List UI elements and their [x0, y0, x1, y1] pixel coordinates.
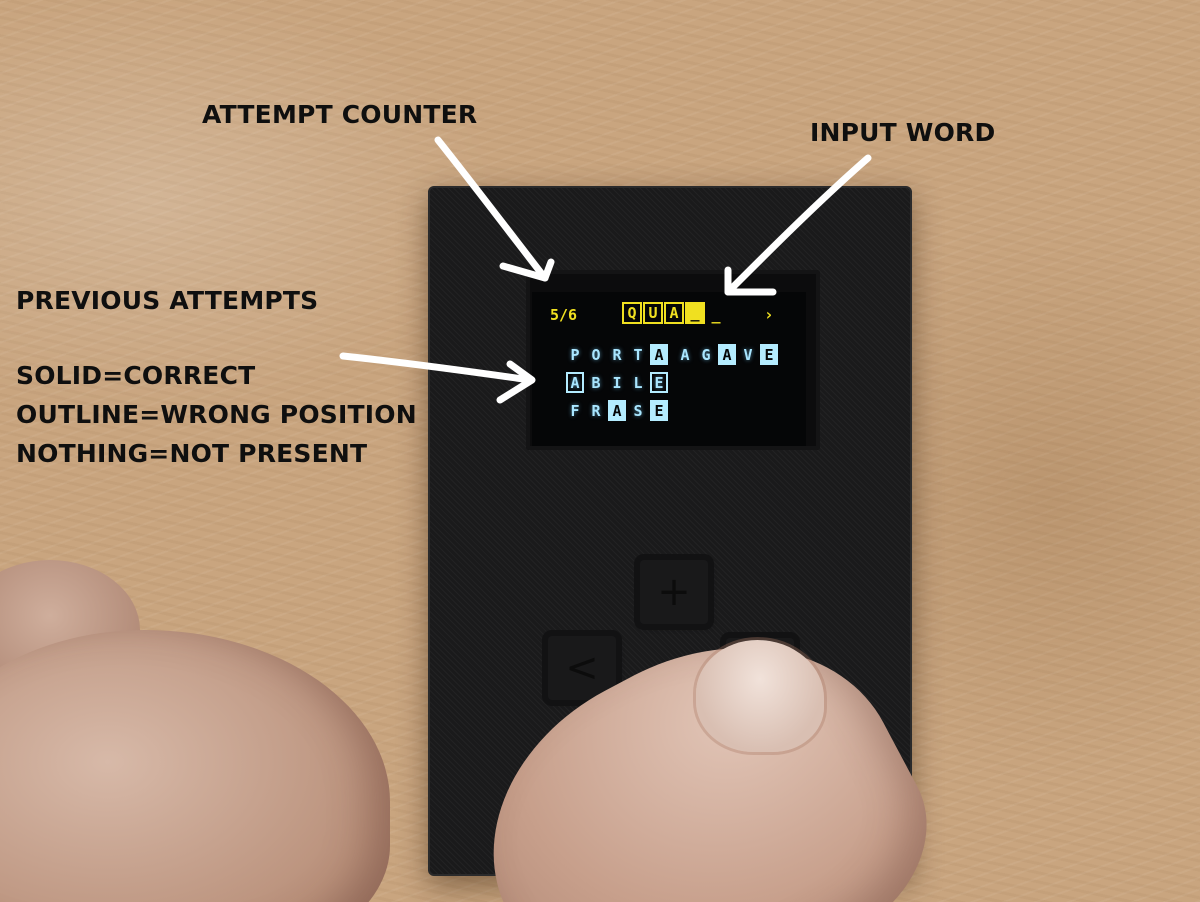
attempt-letter: A — [718, 344, 736, 365]
attempt-letter: I — [608, 372, 626, 393]
attempt-letter: V — [739, 344, 757, 365]
attempt-letter: B — [587, 372, 605, 393]
attempt-letter: E — [650, 372, 668, 393]
attempt-letter: L — [629, 372, 647, 393]
legend-outline: OUTLINE=WRONG POSITION — [16, 400, 417, 429]
previous-attempts-label: PREVIOUS ATTEMPTS — [16, 286, 417, 315]
input-word-annotation: INPUT WORD — [810, 118, 995, 147]
attempt-letter: E — [760, 344, 778, 365]
attempt-letter: A — [608, 400, 626, 421]
plus-button-label: + — [657, 569, 691, 615]
attempt-counter: 5/6 — [550, 306, 577, 324]
plus-button[interactable]: + — [640, 560, 708, 624]
input-letter: A — [664, 302, 684, 324]
input-word: Q U A _ _ — [622, 302, 726, 324]
left-button-label: < — [565, 645, 599, 691]
attempt-letter: P — [566, 344, 584, 365]
attempt-letter: T — [629, 344, 647, 365]
attempt-letter: G — [697, 344, 715, 365]
attempt-letter: R — [608, 344, 626, 365]
attempt-letter: A — [676, 344, 694, 365]
attempt-letter: A — [566, 372, 584, 393]
input-letter: U — [643, 302, 663, 324]
input-letter: _ — [685, 302, 705, 324]
attempt-letter: E — [650, 400, 668, 421]
input-letter: _ — [706, 302, 726, 324]
attempt-letter: R — [587, 400, 605, 421]
left-hand-knuckle — [0, 630, 390, 902]
chevron-right-icon: › — [764, 305, 774, 324]
previous-attempts-annotation: PREVIOUS ATTEMPTS SOLID=CORRECT OUTLINE=… — [16, 286, 417, 468]
legend-solid: SOLID=CORRECT — [16, 361, 417, 390]
attempt-letter: O — [587, 344, 605, 365]
attempt-letter: A — [650, 344, 668, 365]
attempt-counter-annotation: ATTEMPT COUNTER — [202, 100, 477, 129]
attempt-letter: S — [629, 400, 647, 421]
input-letter: Q — [622, 302, 642, 324]
thumbnail — [696, 640, 824, 752]
attempt-letter: F — [566, 400, 584, 421]
legend-nothing: NOTHING=NOT PRESENT — [16, 439, 417, 468]
